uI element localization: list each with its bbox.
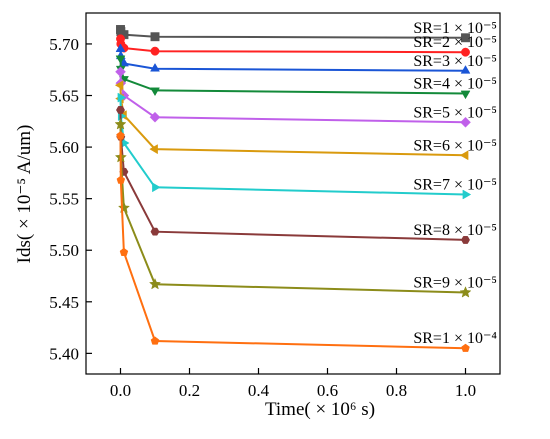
series-group [116,25,470,43]
data-point [116,131,125,140]
y-tick-label: 5.50 [49,241,79,260]
data-point [148,277,162,290]
x-tick-label: 0.6 [317,381,338,400]
series-label: SR=3 × 10⁻⁵ [413,53,497,70]
series-label: SR=6 × 10⁻⁵ [413,137,497,154]
data-point [116,175,126,184]
series-group [116,131,470,352]
data-point [460,65,471,74]
series-label: SR=1 × 10⁻⁵ [413,20,497,37]
data-point [114,80,124,91]
series-label: SR=9 × 10⁻⁵ [413,275,497,292]
series-label: SR=1 × 10⁻⁴ [413,330,497,347]
y-tick-label: 5.60 [49,138,79,157]
x-tick-label: 0.8 [386,381,407,400]
series-line [119,109,466,241]
data-point [152,182,161,193]
data-point [460,116,471,128]
series-label: SR=2 × 10⁻⁵ [413,34,497,51]
data-point [459,286,472,298]
series-label: SR=5 × 10⁻⁵ [413,104,497,121]
data-point [150,32,160,42]
data-point [150,336,160,345]
data-point [149,111,161,123]
series-label: SR=4 × 10⁻⁵ [413,76,497,93]
y-tick-label: 5.70 [49,35,79,54]
y-tick-label: 5.55 [49,190,79,209]
data-point [461,343,470,352]
data-point [150,62,160,72]
x-axis-title: Time( × 10⁶ s) [265,399,375,420]
data-point [461,33,470,43]
data-point [460,90,471,100]
data-point [461,47,470,57]
series-label: SR=7 × 10⁻⁵ [413,177,497,194]
y-tick-label: 5.65 [49,87,79,106]
x-tick-label: 0.4 [248,381,270,400]
data-point [114,118,127,130]
data-point [461,236,470,244]
data-point [150,46,160,56]
data-point [115,55,126,65]
data-point [116,106,125,114]
data-point [459,150,469,161]
series-line [119,135,466,350]
series-label: SR=8 × 10⁻⁵ [413,222,497,239]
data-point [119,247,129,256]
y-tick-label: 5.45 [49,293,79,312]
x-tick-label: 0.0 [110,381,131,400]
data-point [462,189,472,200]
data-point [117,201,131,214]
series-group [115,55,471,100]
x-tick-label: 1.0 [455,381,476,400]
data-point [115,66,126,78]
data-point [117,92,127,103]
data-point [150,227,160,236]
series-group [115,43,471,74]
x-tick-label: 0.2 [179,381,200,400]
y-axis-title: Ids( × 10⁻⁵ A/um) [14,125,35,264]
data-point [149,144,158,155]
plot-frame [85,12,501,375]
data-point [150,87,160,97]
y-tick-label: 5.40 [49,344,79,363]
